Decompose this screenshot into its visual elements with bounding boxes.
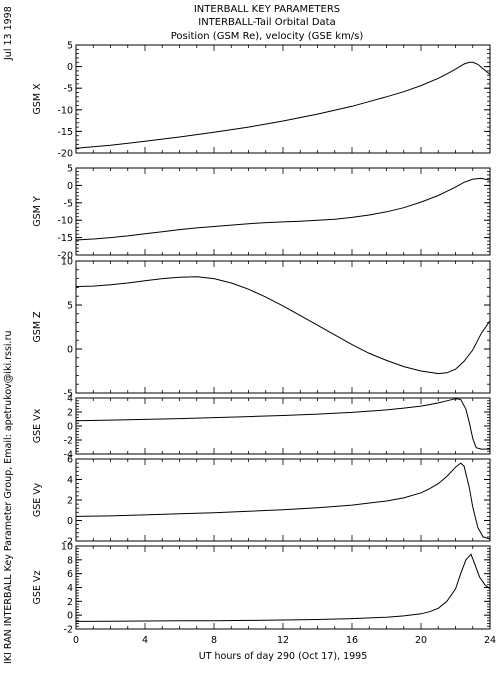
series-line-gse-vz	[75, 553, 491, 622]
y-axis-label: GSM Z	[32, 311, 43, 343]
y-tick-label: -10	[57, 105, 73, 116]
y-tick-label: 4	[67, 583, 73, 594]
y-tick-label: -2	[64, 537, 73, 548]
panel-gsm-y: 5 0 -5 -10 -15 -20 GSM Y	[32, 164, 491, 262]
panel-frame	[75, 44, 491, 154]
y-tick-label: 0	[67, 62, 73, 73]
x-tick-label: 24	[484, 635, 496, 646]
date-stamp: Jul 13 1998	[3, 6, 14, 60]
panel-gse-vy: 6 4 2 0 -2 GSE Vy	[32, 455, 491, 548]
y-tick-label: -10	[57, 216, 73, 227]
y-tick-label: -2	[64, 625, 73, 636]
series-line-gsm-z	[75, 276, 491, 375]
series-line-gse-vx	[75, 398, 490, 450]
y-tick-label: 5	[67, 41, 73, 52]
panel-frame	[75, 167, 491, 256]
y-axis-label: GSE Vz	[32, 571, 43, 605]
x-axis-label: UT hours of day 290 (Oct 17), 1995	[199, 651, 368, 662]
y-tick-label: 2	[67, 597, 73, 608]
y-tick-label: 5	[67, 164, 73, 175]
chart-subtitle-2: Position (GSM Re), velocity (GSE km/s)	[171, 31, 364, 42]
x-axis: 0 4 8 12 16 20 24	[73, 635, 496, 646]
y-tick-label: -15	[57, 233, 73, 244]
chart-subtitle: INTERBALL-Tail Orbital Data	[198, 17, 335, 28]
y-tick-label: 8	[67, 555, 73, 566]
y-axis-label: GSE Vy	[32, 482, 43, 517]
y-tick-label: -5	[64, 389, 73, 400]
chart-title: INTERBALL KEY PARAMETERS	[194, 4, 340, 15]
y-tick-label: 6	[67, 569, 73, 580]
series-line-gsm-y	[75, 177, 491, 241]
footer-credit: IKI RAN INTERBALL Key Parameter Group, E…	[3, 330, 14, 665]
y-tick-label: -5	[64, 84, 73, 95]
x-tick-label: 12	[277, 635, 289, 646]
y-axis-label: GSM Y	[32, 196, 43, 227]
y-axis-label: GSE Vx	[32, 408, 43, 443]
panel-frame	[75, 545, 491, 630]
y-tick-label: 10	[61, 542, 73, 553]
y-tick-label: 2	[67, 496, 73, 507]
x-tick-label: 20	[415, 635, 427, 646]
y-tick-label: -20	[57, 149, 73, 160]
y-tick-label: -20	[57, 251, 73, 262]
y-tick-label: 5	[67, 301, 73, 312]
x-tick-label: 16	[346, 635, 358, 646]
y-tick-label: -2	[64, 436, 73, 447]
y-tick-label: 0	[67, 345, 73, 356]
y-tick-label: 2	[67, 408, 73, 419]
y-tick-label: 0	[67, 516, 73, 527]
y-tick-label: 0	[67, 611, 73, 622]
y-tick-label: -4	[64, 450, 73, 461]
y-tick-label: 4	[67, 394, 73, 405]
panel-gsm-z: 10 5 0 -5 GSM Z	[32, 257, 491, 400]
y-tick-label: 6	[67, 455, 73, 466]
panel-gse-vx: 4 2 0 -2 -4 GSE Vx	[32, 394, 491, 461]
y-tick-label: 0	[67, 181, 73, 192]
panel-frame	[75, 260, 491, 394]
y-tick-label: 0	[67, 422, 73, 433]
series-line-gse-vy	[75, 462, 491, 540]
panel-gsm-x: 5 0 -5 -10 -15 -20 GSM X	[32, 41, 491, 160]
y-tick-label: 4	[67, 475, 73, 486]
panel-frame	[75, 397, 491, 455]
y-tick-label: -5	[64, 198, 73, 209]
x-tick-label: 0	[73, 635, 79, 646]
y-tick-label: -15	[57, 127, 73, 138]
panel-frame	[75, 458, 491, 542]
x-tick-label: 8	[211, 635, 217, 646]
x-tick-label: 4	[142, 635, 148, 646]
y-axis-label: GSM X	[32, 83, 43, 115]
panel-gse-vz: 10 8 6 4 2 0 -2 GSE Vz	[32, 542, 491, 636]
y-tick-label: 10	[61, 257, 73, 268]
series-line-gsm-x	[75, 61, 491, 149]
